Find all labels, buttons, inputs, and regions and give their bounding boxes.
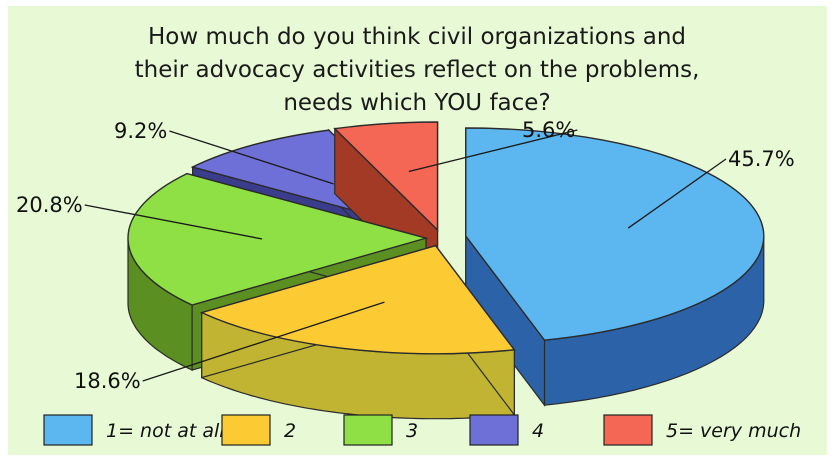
legend-item-1: 1= not at all <box>43 414 225 446</box>
legend-item-5: 5= very much <box>603 414 801 446</box>
leader-lines <box>84 129 727 382</box>
data-label-4: 9.2% <box>114 119 167 143</box>
legend: 1= not at all 2 3 4 5= very much <box>43 414 801 446</box>
legend-swatch-4 <box>469 414 519 446</box>
pie-slices <box>127 121 765 420</box>
legend-label-3: 3 <box>406 420 418 442</box>
legend-swatch-5 <box>603 414 653 446</box>
pie-slice-top-3 <box>127 172 429 306</box>
pie-slice-top-2 <box>199 244 516 355</box>
legend-swatch-3 <box>343 414 393 446</box>
leader-line-5 <box>408 129 578 173</box>
chart-frame: How much do you think civil organization… <box>8 6 827 455</box>
legend-label-5: 5= very much <box>666 420 801 442</box>
leader-line-1 <box>627 158 727 229</box>
pie-slice-top-5 <box>333 121 439 232</box>
data-labels: 45.7% 18.6% 20.8% 9.2% 5.6% <box>16 118 795 393</box>
leader-line-3 <box>84 204 263 240</box>
legend-swatch-2 <box>221 414 271 446</box>
leader-line-2 <box>142 301 385 382</box>
data-label-5: 5.6% <box>522 118 575 142</box>
leader-line-4 <box>169 130 334 185</box>
legend-label-4: 4 <box>532 420 544 442</box>
pie-slice-1 <box>465 127 765 407</box>
chart-title: How much do you think civil organization… <box>135 24 700 116</box>
pie-slice-top-1 <box>465 127 765 341</box>
chart-title-line-1: How much do you think civil organization… <box>148 24 686 50</box>
pie-slice-2 <box>199 243 516 420</box>
pie-chart: How much do you think civil organization… <box>16 24 801 446</box>
chart-title-line-2: their advocacy activities reflect on the… <box>135 57 700 83</box>
data-label-3: 20.8% <box>16 193 83 217</box>
legend-item-2: 2 <box>221 414 296 446</box>
legend-swatch-1 <box>43 414 93 446</box>
data-label-2: 18.6% <box>74 369 141 393</box>
legend-item-4: 4 <box>469 414 544 446</box>
legend-label-2: 2 <box>284 420 296 442</box>
chart-title-line-3: needs which YOU face? <box>283 90 550 116</box>
legend-label-1: 1= not at all <box>106 420 225 442</box>
legend-item-3: 3 <box>343 414 418 446</box>
data-label-1: 45.7% <box>728 147 795 171</box>
